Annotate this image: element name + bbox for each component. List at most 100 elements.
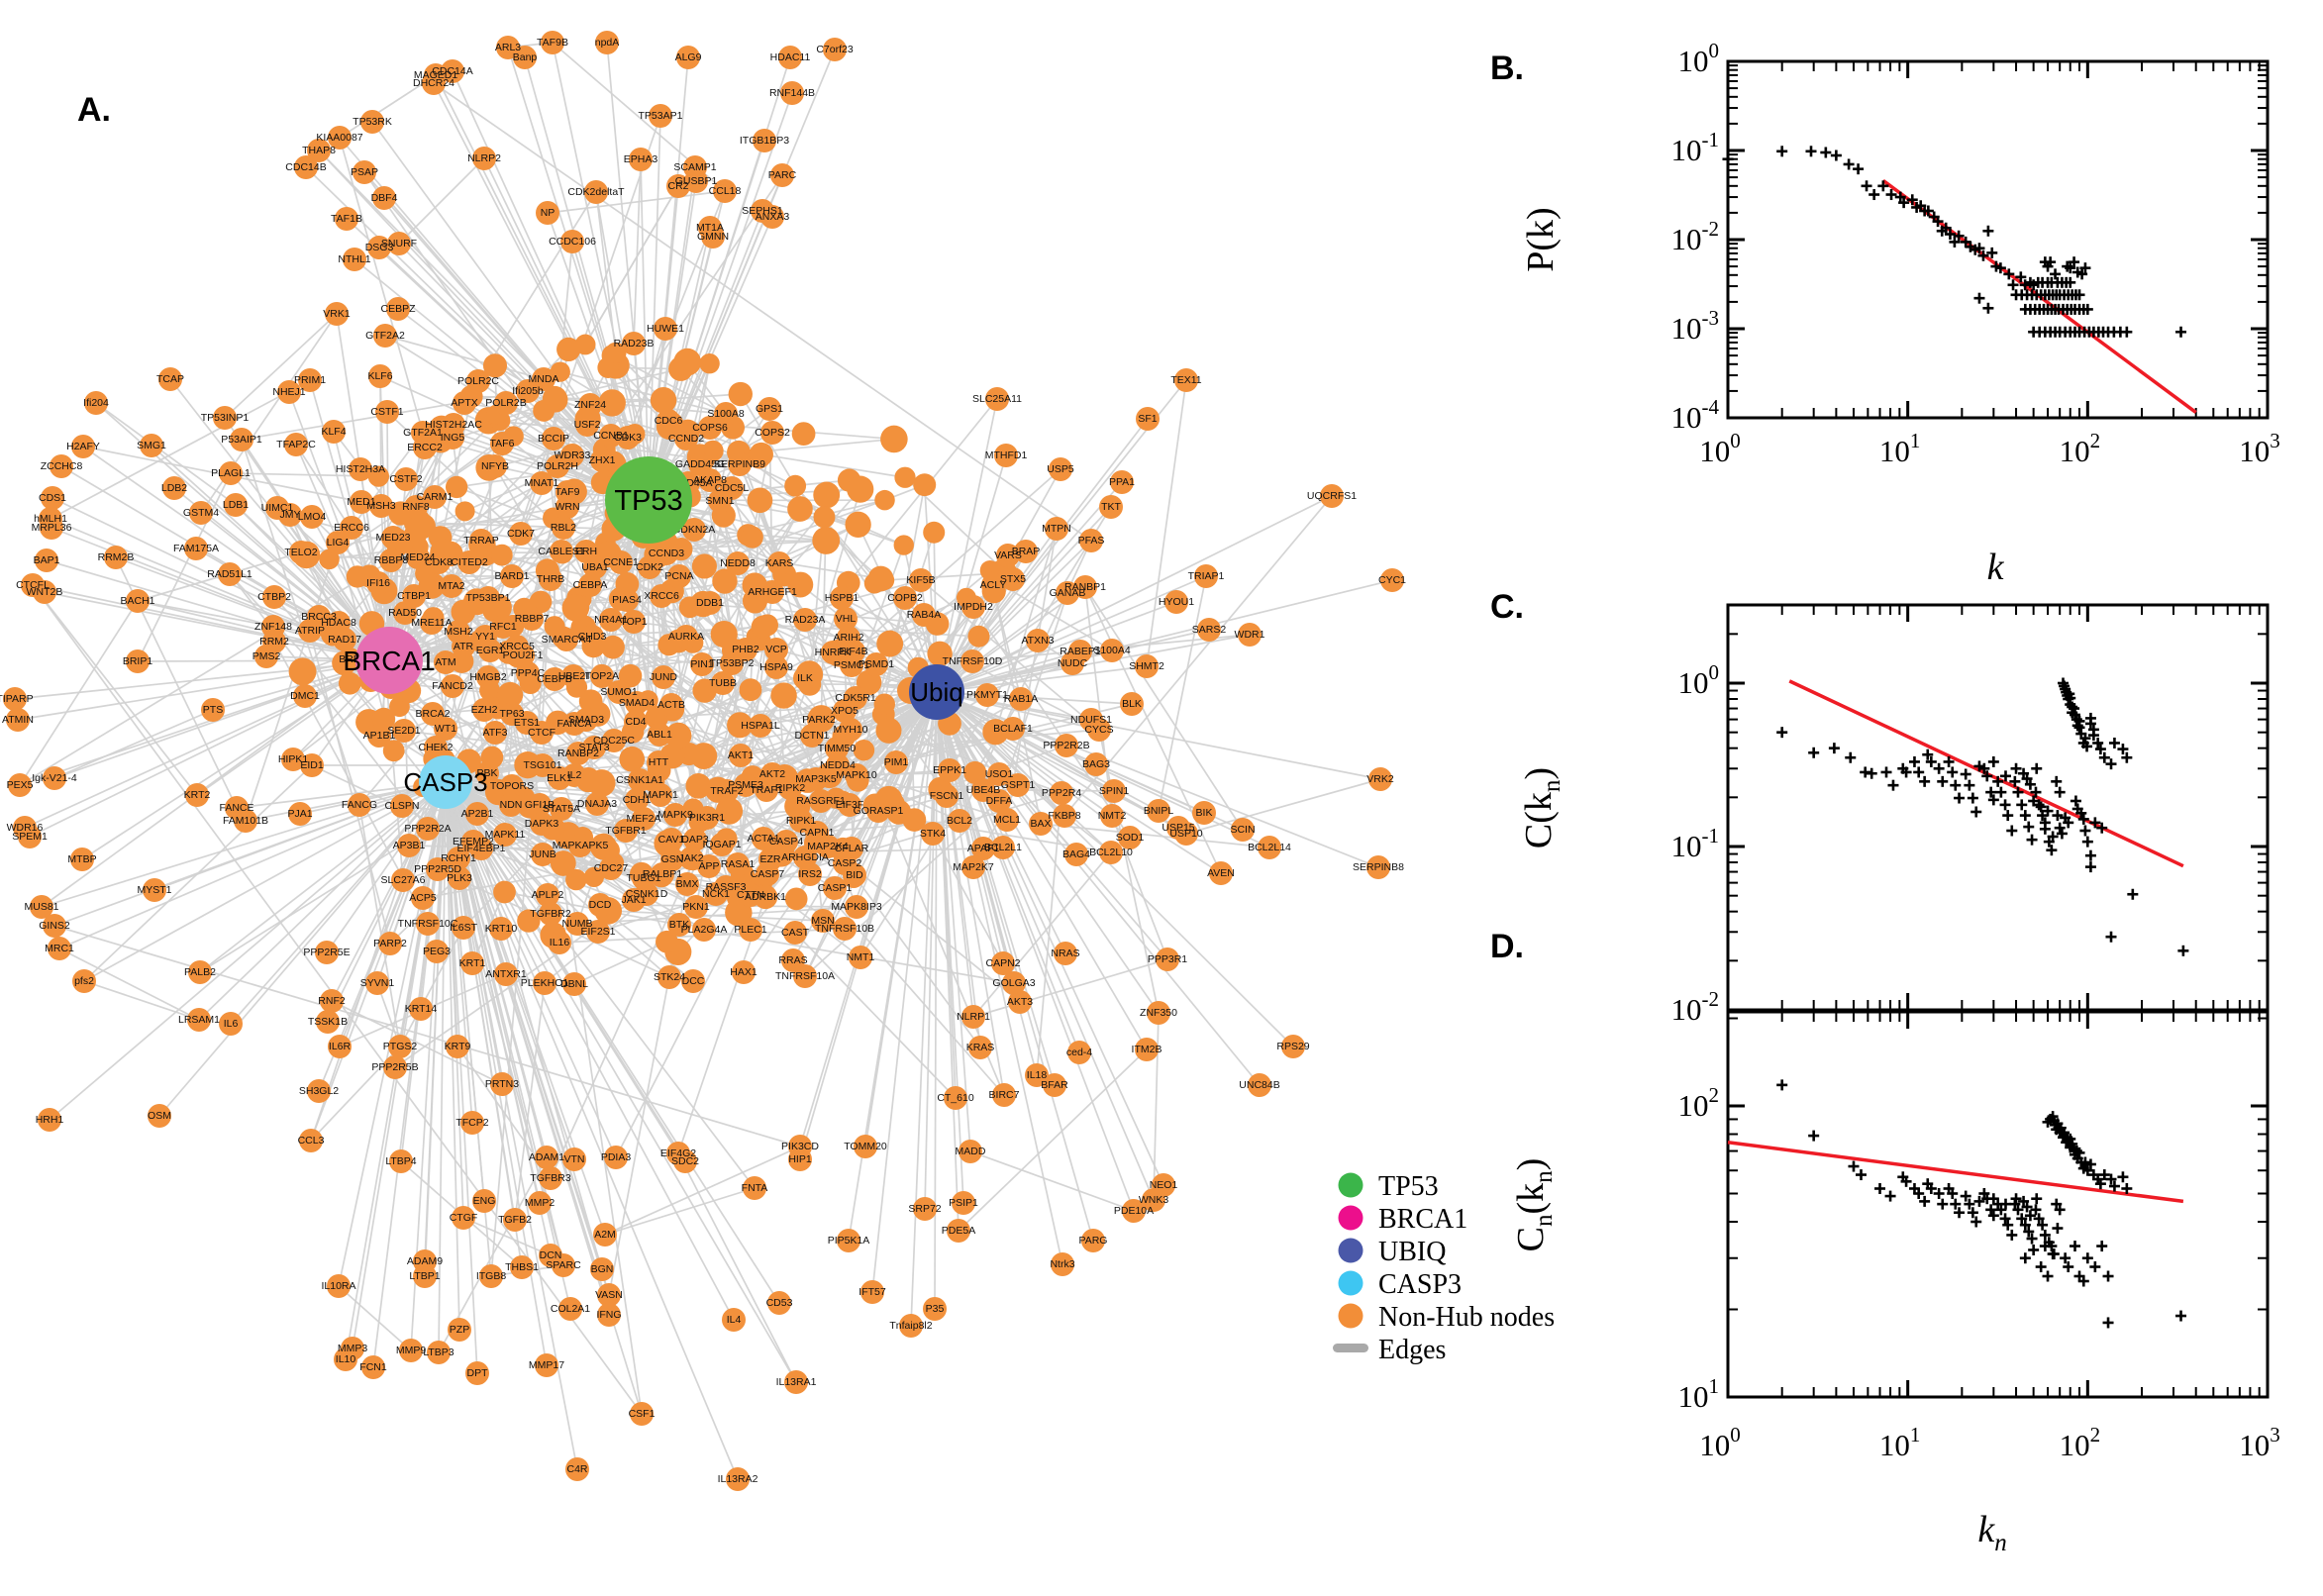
network-node-unlabeled (741, 526, 763, 549)
network-node (84, 391, 108, 415)
network-node (585, 792, 609, 816)
network-node-label: TAF9 (556, 486, 580, 498)
network-node-label: MMP9 (396, 1345, 426, 1356)
network-node-label: DCTN1 (794, 730, 829, 742)
network-node (1100, 804, 1124, 828)
network-node (531, 753, 555, 777)
network-edge (670, 590, 694, 810)
network-node-label: TRAF1 (750, 784, 782, 796)
network-node (293, 684, 317, 708)
network-node (552, 1253, 575, 1277)
network-node-label: TP53BP1 (466, 592, 511, 604)
network-node-label: PALB2 (184, 966, 216, 978)
network-node (307, 139, 331, 162)
network-node (338, 648, 361, 671)
network-node-label: PDIA3 (601, 1151, 632, 1163)
network-node (558, 1297, 582, 1321)
network-edge (1146, 379, 1187, 667)
network-node (597, 1283, 621, 1307)
network-node-label: RANBP1 (1064, 581, 1106, 593)
network-node (1110, 470, 1134, 494)
network-edge (384, 335, 545, 380)
axis-ticks (1726, 59, 2270, 420)
network-node (50, 454, 73, 478)
network-node (1248, 1073, 1271, 1097)
network-node (550, 797, 573, 821)
network-node-label: EGR1 (476, 645, 505, 656)
network-edge (936, 691, 1056, 1086)
network-node-label: DSG3 (365, 242, 394, 253)
network-node-label: RIPK1 (786, 815, 817, 827)
network-edge (83, 781, 447, 982)
network-node-unlabeled (691, 553, 717, 579)
network-node-unlabeled (770, 682, 797, 709)
network-node (185, 783, 209, 807)
network-edge (83, 980, 200, 1021)
network-node-label: WT1 (435, 723, 456, 735)
network-node (188, 960, 212, 984)
network-node-label: VRK2 (1366, 773, 1394, 785)
network-node-label: COPS6 (692, 422, 728, 434)
network-node-label: CCDC106 (549, 236, 596, 248)
network-node (726, 1467, 750, 1491)
network-node-label: PSMD1 (858, 658, 894, 670)
network-node-label: VARS (994, 549, 1022, 561)
network-node (1051, 1252, 1074, 1276)
network-node (392, 719, 416, 743)
legend-label: Edges (1378, 1335, 1446, 1365)
network-node-label: STX5 (1000, 573, 1026, 585)
network-node (711, 671, 735, 695)
network-edge (339, 74, 437, 139)
network-node (609, 550, 633, 574)
network-node-unlabeled (578, 689, 603, 714)
network-node-label: ERCC2 (407, 442, 443, 453)
legend-item-edges: Edges (1333, 1335, 1446, 1365)
network-node (379, 549, 403, 572)
network-node-label: MAPK1 (643, 789, 678, 801)
network-node (684, 169, 708, 193)
network-edge (936, 691, 1160, 1014)
network-node-label: ATR (454, 641, 474, 652)
network-edge (44, 591, 390, 661)
network-node (530, 721, 554, 745)
network-node-label: NR4A1 (594, 614, 628, 626)
network-node-unlabeled (699, 353, 720, 374)
network-node-label: POU2F1 (503, 649, 544, 661)
network-node-unlabeled (813, 506, 836, 529)
network-node-label: GSN (661, 853, 684, 865)
network-node (893, 586, 917, 610)
network-node-unlabeled (853, 739, 875, 761)
network-node-label: ZNF24 (574, 399, 606, 411)
network-node (513, 46, 537, 69)
network-node-label: ZCCHC8 (41, 460, 83, 472)
network-node-label: HYOU1 (1159, 596, 1194, 608)
network-node (590, 664, 614, 688)
network-edge (936, 665, 1148, 693)
network-node (683, 828, 707, 851)
network-node-label: GSPT1 (1001, 779, 1036, 791)
network-node-label: NMT1 (847, 951, 875, 963)
network-edge (804, 550, 1027, 977)
network-node-label: CCL3 (298, 1135, 325, 1147)
network-node-label: PARP2 (373, 938, 407, 949)
network-node (327, 1274, 351, 1298)
network-node-label: ADAM1 (529, 1151, 564, 1163)
network-edge (224, 313, 338, 419)
network-node-label: RNF144B (769, 87, 815, 99)
network-node (441, 674, 464, 698)
network-node-label: AKT2 (759, 768, 785, 780)
network-node (555, 628, 578, 651)
network-node-label: RBBP8 (374, 554, 409, 566)
network-node-label: NMT2 (1098, 810, 1127, 822)
network-node (1281, 1035, 1305, 1058)
network-node (1025, 1063, 1049, 1087)
network-node (793, 608, 817, 632)
network-node (126, 649, 150, 673)
network-node (992, 1083, 1016, 1107)
network-edge (358, 804, 401, 1047)
network-edge (19, 600, 139, 786)
network-node-label: RPS29 (1276, 1041, 1309, 1052)
network-node-label: FCN1 (359, 1361, 387, 1373)
network-node-label: PMS2 (252, 650, 281, 662)
network-node-label: BAP1 (34, 554, 60, 566)
